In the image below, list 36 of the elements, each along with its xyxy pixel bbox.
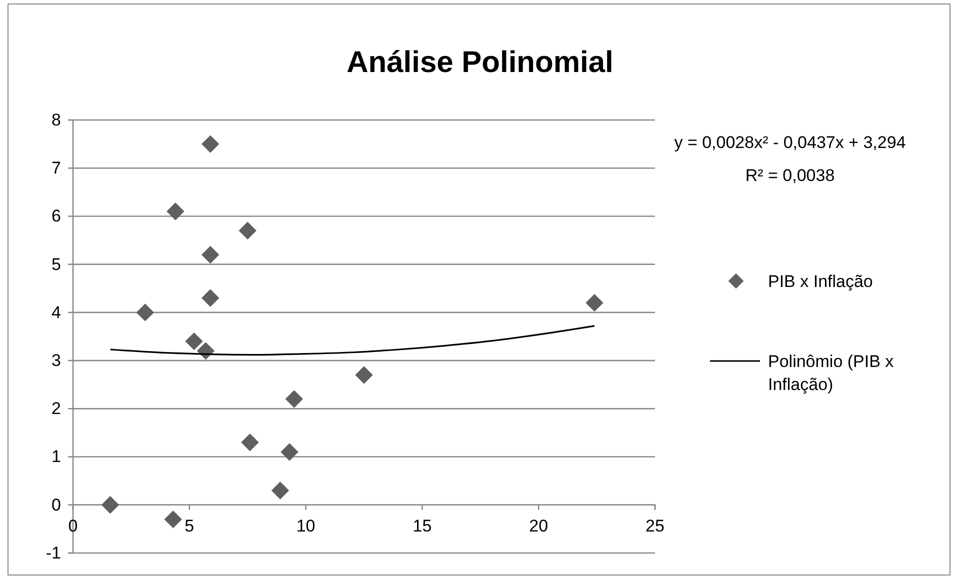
point [285,390,304,408]
legend-label: Polinômio (PIB x Inflação) [768,352,894,394]
point [271,482,290,500]
chart-title: Análise Polinomial [346,46,614,79]
y-tick-label: 5 [52,254,61,274]
y-tick-label: 3 [52,350,61,370]
x-tick-label: 0 [68,516,78,536]
x-tick-label: 25 [646,516,664,536]
point [201,289,220,307]
y-tick-label: 4 [52,302,61,322]
point [280,443,298,461]
point [136,304,154,322]
point [101,496,120,514]
point [201,135,220,153]
y-tick-label: -1 [46,543,61,562]
point [166,202,184,220]
point [185,332,203,350]
y-tick-label: 6 [52,206,61,226]
x-tick-label: 5 [184,516,194,536]
text: y = 0,0028x² - 0,0437x + 3,294 [674,133,906,152]
text: R² = 0,0038 [745,166,835,185]
point [355,366,373,384]
y-tick-label: 0 [52,495,61,514]
x-tick-label: 15 [412,516,432,536]
x-tick-label: 10 [296,516,316,536]
y-tick-label: 2 [52,399,61,418]
y-tick-label: 8 [52,110,61,130]
y-tick-label: 7 [52,158,61,178]
point [586,294,604,312]
point [238,222,256,240]
x-tick-label: 20 [529,516,548,536]
point [241,433,259,452]
y-tick-label: 1 [52,447,61,466]
legend-label: PIB x Inflação [768,272,873,291]
point [201,246,220,264]
point [164,510,182,528]
